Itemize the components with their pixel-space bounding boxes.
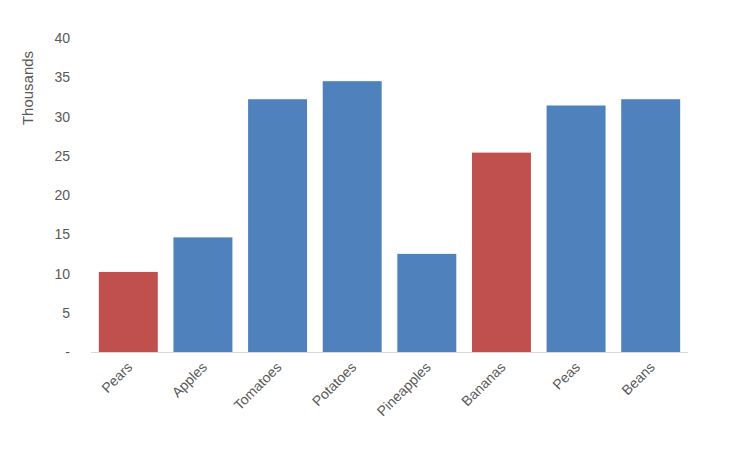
bar xyxy=(323,81,382,352)
x-tick-label: Peas xyxy=(549,359,583,393)
x-tick-labels: Pears Apples Tomatoes Potatoes Pineapples Ban… xyxy=(98,359,658,419)
bar xyxy=(621,99,680,352)
y-tick-label: 25 xyxy=(54,148,70,164)
x-tick-label: Pears xyxy=(98,359,135,396)
y-axis-label: Thousands xyxy=(19,51,36,125)
chart: - 5 10 15 20 25 30 35 40 Thousands Pears Apples Toma… xyxy=(0,0,730,454)
x-axis-line xyxy=(91,352,688,353)
x-tick-label: Bananas xyxy=(458,359,508,409)
bar xyxy=(547,106,606,352)
x-tick-label: Potatoes xyxy=(309,359,359,409)
bar xyxy=(248,99,307,352)
y-tick-label: 10 xyxy=(54,266,70,282)
y-tick-label: 30 xyxy=(54,109,70,125)
bars xyxy=(99,81,680,352)
y-tick-label: 15 xyxy=(54,226,70,242)
y-tick-label: - xyxy=(65,344,70,360)
y-tick-labels: - 5 10 15 20 25 30 35 40 xyxy=(54,30,70,360)
x-tick-label: Apples xyxy=(168,359,210,401)
y-tick-label: 35 xyxy=(54,69,70,85)
x-tick-label: Beans xyxy=(618,359,657,398)
y-tick-label: 40 xyxy=(54,30,70,46)
bar xyxy=(397,254,456,352)
bar xyxy=(99,272,158,352)
bar xyxy=(173,237,232,352)
bar xyxy=(472,153,531,352)
x-tick-label: Tomatoes xyxy=(230,359,284,413)
y-tick-label: 5 xyxy=(62,305,70,321)
y-tick-label: 20 xyxy=(54,187,70,203)
x-tick-label: Pineapples xyxy=(374,359,434,419)
chart-container: - 5 10 15 20 25 30 35 40 Thousands Pears Apples Toma… xyxy=(0,0,730,454)
